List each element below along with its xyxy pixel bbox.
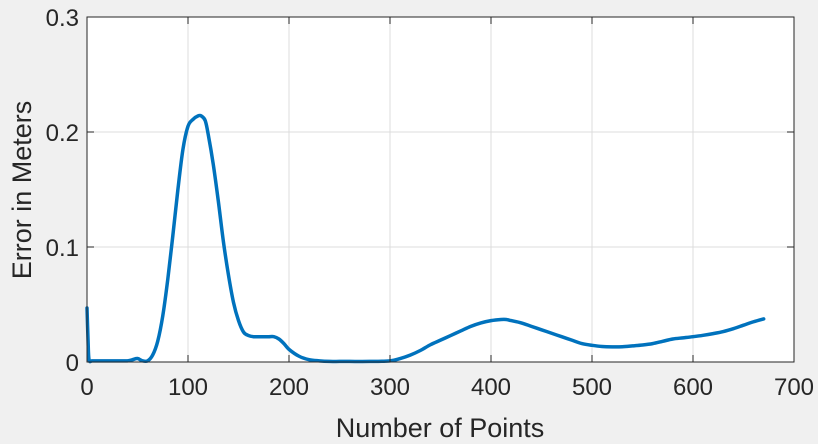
x-axis-label: Number of Points	[336, 413, 545, 443]
y-tick-label: 0	[66, 350, 79, 377]
series-layer	[85, 113, 766, 364]
y-axis-label: Error in Meters	[7, 101, 37, 280]
tick-marks	[86, 16, 795, 363]
x-tick-label: 700	[774, 374, 814, 401]
x-tick-label: 300	[370, 374, 410, 401]
y-tick-labels: 0 0.1 0.2 0.3	[46, 5, 79, 377]
x-tick-label: 400	[471, 374, 511, 401]
y-tick-label: 0.3	[46, 5, 79, 32]
x-tick-label: 100	[168, 374, 208, 401]
x-tick-labels: 0 100 200 300 400 500 600 700	[80, 374, 814, 401]
x-tick-label: 200	[269, 374, 309, 401]
error-series-line	[85, 113, 766, 364]
y-tick-label: 0.1	[46, 235, 79, 262]
grid	[87, 17, 794, 362]
y-tick-label: 0.2	[46, 120, 79, 147]
x-tick-label: 600	[673, 374, 713, 401]
x-tick-label: 0	[80, 374, 93, 401]
x-tick-label: 500	[572, 374, 612, 401]
plot-area	[87, 17, 794, 362]
axes-box	[86, 16, 795, 363]
